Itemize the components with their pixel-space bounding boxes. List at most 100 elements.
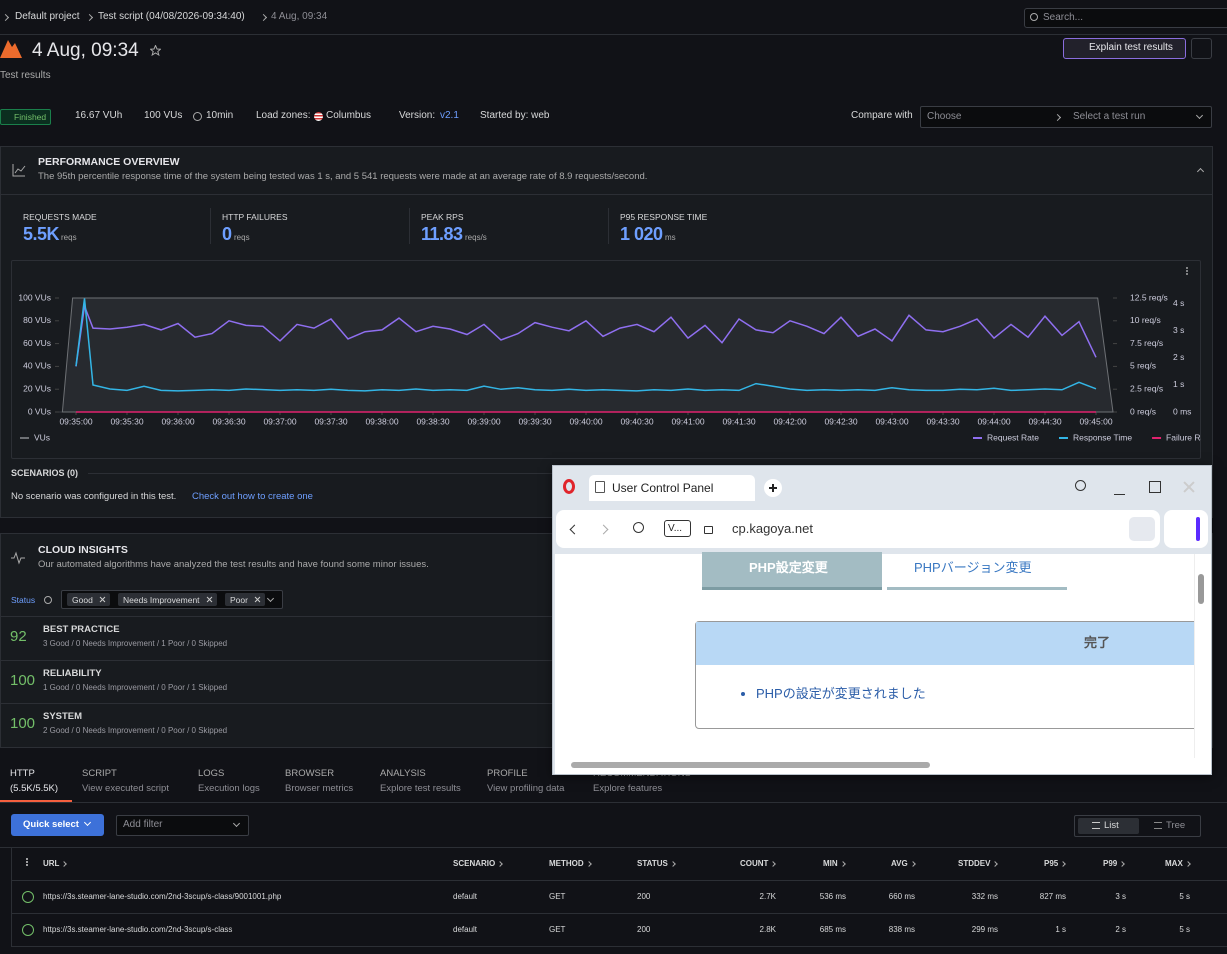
chip-remove[interactable] [206,596,212,602]
x-tick-label: 09:40:30 [620,416,653,426]
duration: 10min [206,110,234,121]
vu-area [61,297,1114,413]
minimize[interactable] [1114,494,1125,496]
table-cell[interactable]: https://3s.steamer-lane-studio.com/2nd-3… [43,892,282,901]
tab-subtitle[interactable]: Explore features [593,783,663,794]
icon [26,858,28,860]
insight-title[interactable]: SYSTEM [43,711,83,722]
section-description: Our automated algorithms have analyzed t… [38,559,429,570]
vuh: 16.67 VUh [75,110,123,121]
column-header[interactable]: SCENARIO [453,859,496,868]
stat-unit: reqs/s [465,233,487,242]
tab-subtitle[interactable]: Explore test results [380,783,461,794]
version[interactable]: v2.1 [440,110,459,121]
tab-title[interactable]: HTTP [10,768,35,779]
explain-button[interactable] [1063,38,1186,59]
icon [1030,13,1038,21]
column-header[interactable]: STATUS [637,859,668,868]
table-cell: 2.7K [759,892,776,901]
table-cell: 3 s [1115,892,1126,901]
chart-icon [12,164,26,177]
column-header[interactable]: STDDEV [958,859,991,868]
url[interactable]: cp.kagoya.net [732,521,813,536]
icon [26,861,28,863]
tab-title[interactable]: SCRIPT [82,768,117,779]
column-header[interactable]: P99 [1103,859,1118,868]
scrollbar [1194,554,1211,758]
php-tab-active[interactable] [702,552,882,590]
x-tick-label: 09:36:30 [212,416,245,426]
tab-title[interactable]: LOGS [198,768,225,779]
column-header[interactable]: METHOD [549,859,584,868]
php-tab[interactable]: PHPバージョン変更 [914,560,1032,575]
table-cell: 5 s [1179,892,1190,901]
h-scroll-thumb[interactable] [571,762,930,768]
compare-label: Compare with [851,110,913,121]
tab-subtitle[interactable]: View executed script [82,783,169,794]
filter-chip[interactable]: Good [72,595,93,605]
table-cell: 660 ms [888,892,915,901]
insight-title[interactable]: BEST PRACTICE [43,624,120,635]
browser-tab[interactable] [589,475,755,501]
tab-subtitle[interactable]: Execution logs [198,783,260,794]
breadcrumb: 4 Aug, 09:34 [271,11,328,22]
icon [193,112,202,121]
tab-title[interactable]: PROFILE [487,768,528,779]
filter-chip[interactable]: Poor [230,595,248,605]
scenarios-link[interactable]: Check out how to create one [192,491,313,502]
column-header[interactable]: COUNT [740,859,769,868]
breadcrumb[interactable]: Test script (04/08/2026-09:34:40) [98,11,245,22]
table-cell: 299 ms [971,925,998,934]
star-icon[interactable] [150,45,161,56]
stat-unit: ms [665,233,676,242]
insight-score: 100 [10,671,36,689]
breadcrumb[interactable]: Default project [15,11,80,22]
tab-title[interactable]: BROWSER [285,768,335,779]
tab-title[interactable]: ANALYSIS [380,768,426,779]
column-header[interactable]: P95 [1044,859,1059,868]
x-tick-label: 09:38:00 [365,416,398,426]
maximize[interactable] [1149,481,1161,493]
close[interactable] [1182,480,1194,492]
tab-subtitle[interactable]: (5.5K/5.5K) [10,783,59,794]
filter-chip[interactable]: Needs Improvement [123,595,200,605]
table-cell: 685 ms [819,925,846,934]
x-tick-label: 09:41:30 [722,416,755,426]
tab-subtitle[interactable]: Browser metrics [285,783,354,794]
view-list[interactable]: List [1104,820,1119,831]
chip-remove[interactable] [99,596,105,602]
stat-label: PEAK RPS [421,212,464,222]
more-button[interactable] [1191,38,1212,59]
table-cell[interactable]: https://3s.steamer-lane-studio.com/2nd-3… [43,925,233,934]
address-badge[interactable] [664,520,691,537]
x-tick-label: 09:39:30 [518,416,551,426]
column-header[interactable]: MAX [1165,859,1183,868]
version-label: Version: [399,110,436,121]
x-tick-label: 09:45:00 [1079,416,1112,426]
search-box[interactable] [1024,8,1227,28]
table-cell: 5 s [1179,925,1190,934]
chart: 0 VUs 20 VUs 40 VUs 60 VUs 80 VUs 100 VUs 0 re… [18,267,1201,442]
compare-select[interactable] [920,106,1212,128]
reload[interactable] [633,522,644,533]
sidebar-indicator [1196,517,1200,541]
bullet [741,692,745,696]
insight-title[interactable]: RELIABILITY [43,667,102,679]
tab-subtitle[interactable]: View profiling data [487,783,565,794]
column-header[interactable]: AVG [891,859,908,868]
performance-panel [0,146,1213,518]
column-header[interactable]: MIN [823,859,838,868]
chip-remove[interactable] [254,596,260,602]
profile[interactable] [1129,517,1155,541]
chip-bg [118,593,217,606]
column-header[interactable]: URL [43,859,60,868]
vus: 100 VUs [144,110,183,121]
search-placeholder: Search... [1043,12,1084,23]
scroll-thumb[interactable] [1198,574,1204,604]
tick-label: 1 s [1173,379,1184,389]
add-filter[interactable] [116,815,249,836]
view-tree[interactable]: Tree [1166,820,1186,831]
icon[interactable] [1075,480,1086,491]
lock [704,526,713,534]
quick-select-button[interactable] [11,814,104,836]
